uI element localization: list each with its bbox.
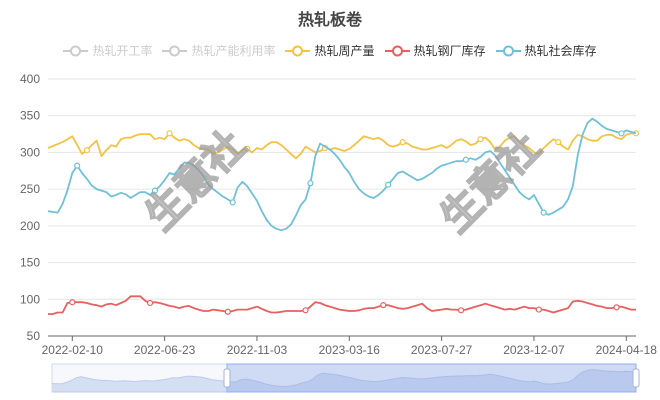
legend-line-icon xyxy=(162,45,188,56)
data-point[interactable] xyxy=(244,145,251,152)
y-tick-label: 250 xyxy=(20,182,40,196)
data-point[interactable] xyxy=(83,147,90,154)
legend-line-icon xyxy=(384,45,410,56)
watermark-text: 生意社 xyxy=(138,123,254,239)
data-point[interactable] xyxy=(380,302,387,309)
legend-item[interactable]: 热轧开工率 xyxy=(63,42,152,59)
y-tick-label: 400 xyxy=(20,72,40,86)
data-point[interactable] xyxy=(540,209,547,216)
data-point[interactable] xyxy=(618,130,625,137)
x-tick-label: 2023-03-16 xyxy=(319,343,381,357)
legend-label: 热轧周产量 xyxy=(314,44,375,58)
data-point[interactable] xyxy=(613,304,620,311)
zoom-slider-selection[interactable] xyxy=(226,363,637,393)
data-point[interactable] xyxy=(555,139,562,146)
data-point[interactable] xyxy=(74,162,81,169)
series-line[interactable] xyxy=(47,132,636,160)
zoom-handle-right[interactable] xyxy=(632,368,640,388)
legend-line-icon xyxy=(285,45,311,56)
data-point[interactable] xyxy=(457,307,465,314)
legend-label: 热轧产能利用率 xyxy=(191,44,276,58)
chart-title: 热轧板卷 xyxy=(297,12,362,29)
legend-line-icon xyxy=(63,45,89,56)
data-point[interactable] xyxy=(385,181,392,188)
y-tick-label: 200 xyxy=(20,219,40,233)
zoom-slider-preview xyxy=(51,369,637,393)
legend-item[interactable]: 热轧周产量 xyxy=(285,42,375,59)
y-tick-label: 100 xyxy=(20,292,40,306)
data-point[interactable] xyxy=(69,299,76,306)
y-tick-label: 350 xyxy=(20,109,40,123)
legend-item[interactable]: 热轧产能利用率 xyxy=(162,42,275,59)
data-point[interactable] xyxy=(166,130,173,137)
data-point[interactable] xyxy=(462,156,470,163)
legend-label: 热轧钢厂库存 xyxy=(413,44,486,58)
data-point[interactable] xyxy=(535,306,542,313)
y-tick-label: 50 xyxy=(27,329,41,343)
legend-line-icon xyxy=(495,45,521,56)
data-point[interactable] xyxy=(224,308,231,315)
x-tick-label: 2022-06-23 xyxy=(134,343,196,357)
x-tick-label: 2022-02-10 xyxy=(42,343,104,357)
data-point[interactable] xyxy=(307,180,314,187)
series-line[interactable] xyxy=(47,117,637,232)
zoom-handle-left[interactable] xyxy=(223,368,231,388)
data-point[interactable] xyxy=(302,307,309,314)
y-tick-label: 300 xyxy=(20,145,40,159)
data-point[interactable] xyxy=(151,187,159,194)
legend-label: 热轧开工率 xyxy=(92,44,153,58)
data-point[interactable] xyxy=(229,199,236,206)
x-tick-label: 2023-12-07 xyxy=(503,343,565,357)
chart-legend: 热轧开工率 热轧产能利用率 热轧周产量 热轧钢厂库存 热轧社会库存 xyxy=(0,42,660,59)
x-tick-label: 2022-11-03 xyxy=(227,343,288,357)
legend-label: 热轧社会库存 xyxy=(524,44,597,58)
data-point[interactable] xyxy=(146,299,154,307)
data-point[interactable] xyxy=(399,139,406,146)
x-tick-label: 2024-04-18 xyxy=(596,343,658,357)
legend-item[interactable]: 热轧钢厂库存 xyxy=(384,42,486,59)
data-point[interactable] xyxy=(477,136,484,143)
x-tick-label: 2023-07-27 xyxy=(411,343,473,357)
y-tick-label: 150 xyxy=(20,256,40,270)
legend-item[interactable]: 热轧社会库存 xyxy=(495,42,597,59)
